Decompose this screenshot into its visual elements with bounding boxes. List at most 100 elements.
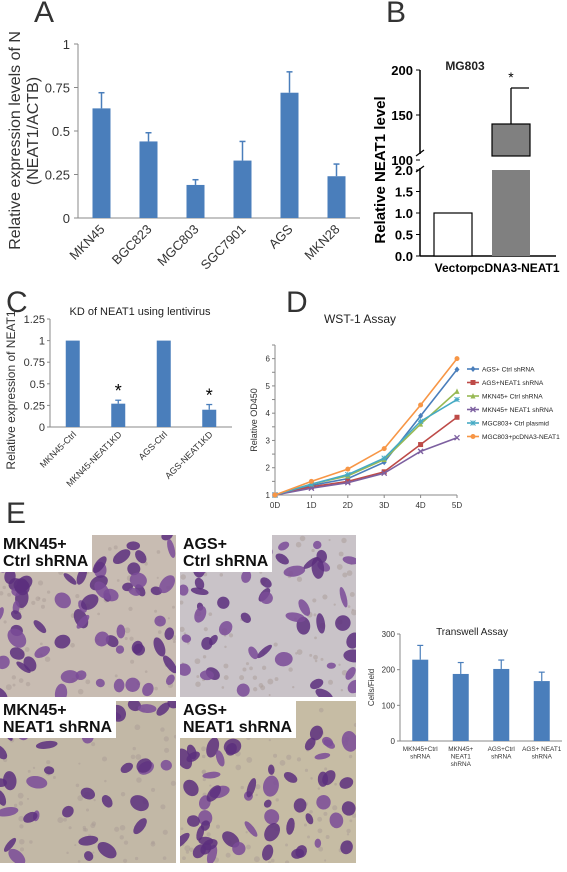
membrane-pore [258,683,264,688]
membrane-pore [228,633,234,638]
membrane-pore [12,683,16,687]
stained-cell [304,737,316,751]
membrane-pore [18,801,24,806]
x-tick-label: AGS+Ctrl shRNA [488,746,515,761]
membrane-pore [123,840,129,845]
membrane-pore [274,677,279,682]
membrane-pore [208,612,213,617]
membrane-pore [173,640,176,644]
bar [452,673,469,741]
membrane-pore [129,636,134,641]
membrane-pore [124,627,131,634]
stained-cell [275,553,289,565]
membrane-pore [120,791,126,797]
y-tick-label: 100 [382,701,396,710]
membrane-pore [267,860,272,863]
membrane-pore [170,780,176,786]
membrane-pore [338,551,344,557]
y-tick-label: 1.5 [395,185,413,200]
line-point [308,481,315,487]
stained-cell [153,637,166,657]
line-point [454,396,460,403]
stained-cell [342,556,356,565]
membrane-pore [252,675,258,680]
membrane-pore [196,675,200,678]
stained-cell [95,678,105,688]
membrane-pore [341,537,347,544]
stained-cell [246,778,257,798]
y-tick-label: 0.5 [30,379,45,391]
x-tick-label: AGS+ NEAT1 shRNA [522,746,562,761]
membrane-pore [77,688,84,695]
bar [280,92,299,218]
y-axis-label: Cells/Field [367,669,376,706]
stained-cell [285,612,306,623]
stained-cell [293,798,307,813]
membrane-pore [279,760,286,766]
membrane-pore [324,859,327,862]
x-tick-label: 1D [306,501,316,510]
membrane-pore [3,620,7,624]
y-tick-label: 0 [39,422,45,434]
stained-cell [196,825,205,841]
series-line [274,436,458,496]
stained-cell [311,557,325,579]
membrane-pore [183,632,187,635]
line-point [454,356,460,362]
stained-cell [76,614,90,629]
panel-letter-e: E [6,497,27,530]
membrane-pore [334,782,337,786]
stained-cell [347,679,356,694]
membrane-pore [150,841,156,847]
stained-cell [264,822,281,842]
stained-cell [339,586,348,608]
membrane-pore [310,777,313,780]
x-tick-label: MGC803 [154,222,201,269]
membrane-pore [11,675,17,680]
membrane-pore [273,753,278,758]
micrograph-3: MKN45+ NEAT1 shRNA [0,701,176,863]
stained-cell [335,615,351,631]
line-point [417,448,424,455]
stained-cell [133,818,147,835]
membrane-pore [314,659,318,663]
membrane-pore [239,675,245,681]
stained-cell [137,704,157,714]
membrane-pore [195,681,201,687]
membrane-pore [154,686,158,691]
membrane-pore [201,746,206,752]
membrane-pore [135,754,142,760]
membrane-pore [19,839,25,845]
membrane-pore [223,663,229,669]
membrane-pore [29,840,33,844]
stained-cell [0,744,8,760]
stained-cell [341,730,356,752]
bar [533,681,550,741]
membrane-pore [245,662,250,666]
membrane-pore [322,594,328,600]
line-point [470,406,476,413]
line-point [454,414,460,420]
membrane-pore [7,592,12,597]
micrograph-label: MKN45+ Ctrl shRNA [0,535,93,572]
membrane-pore [172,605,175,609]
membrane-pore [132,746,136,751]
chart-title: WST-1 Assay [324,312,396,326]
membrane-pore [18,815,25,822]
membrane-pore [299,535,306,542]
x-tick-label: BGC823 [109,222,155,268]
micrograph-label: MKN45+ NEAT1 shRNA [0,701,117,738]
bar [92,108,111,218]
membrane-pore [37,580,44,586]
membrane-pore [202,754,206,759]
membrane-pore [0,591,4,596]
stained-cell [23,811,38,823]
stained-cell [127,701,142,712]
stained-cell [54,592,71,609]
chart-d-wst1-assay: WST-1 Assay 1 2 3 4 5 6 0D 1D 2D 3D 4D 5D Relative OD… [249,312,560,510]
y-tick-label: 6 [266,355,271,364]
stained-cell [78,835,99,846]
stained-cell [206,785,222,802]
stained-cell [317,771,329,787]
